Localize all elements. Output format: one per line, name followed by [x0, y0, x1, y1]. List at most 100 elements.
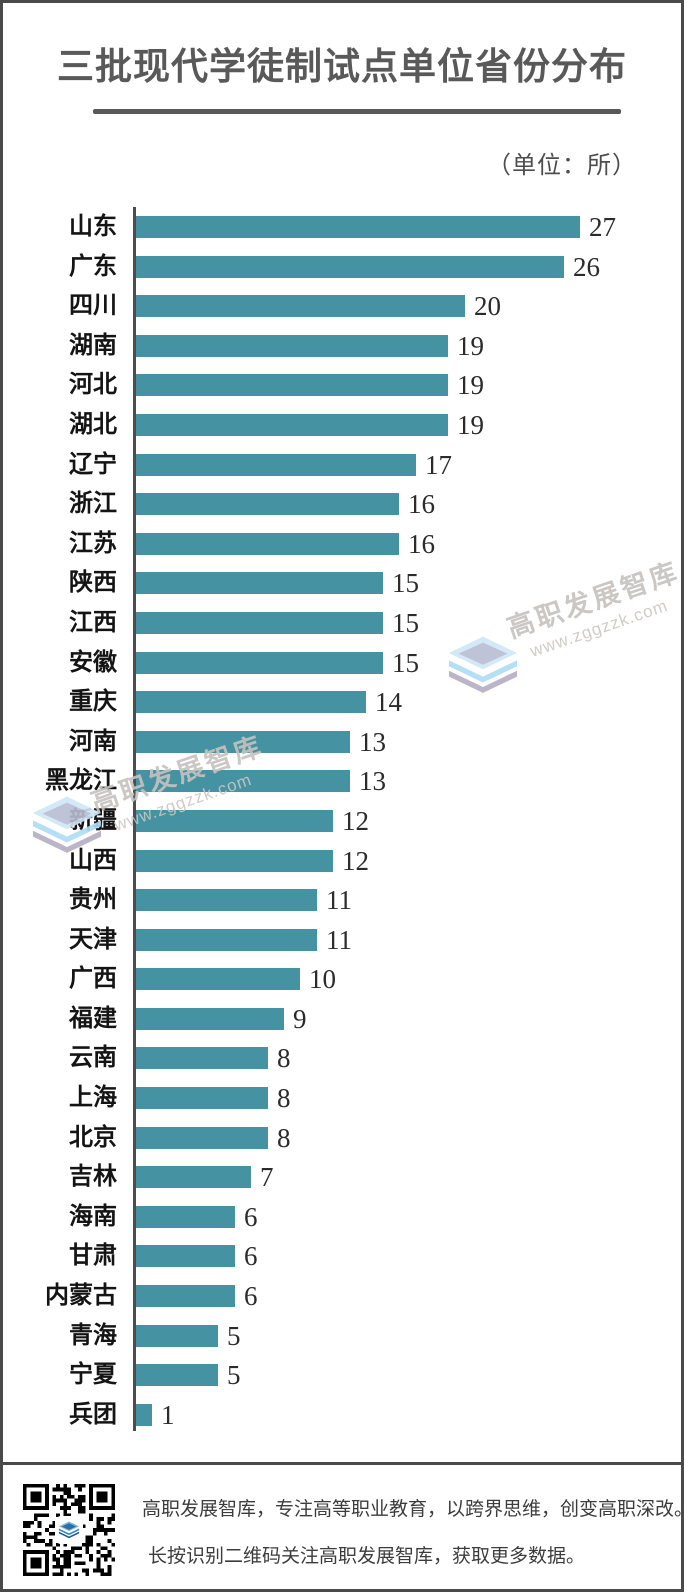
- category-label: 四川: [69, 293, 117, 320]
- value-label: 12: [342, 805, 369, 836]
- bar-row: 重庆 14: [3, 687, 681, 718]
- bar-row: 海南 6: [3, 1201, 681, 1232]
- bar: [136, 1047, 268, 1070]
- bar: [136, 889, 317, 912]
- value-label: 5: [227, 1360, 241, 1391]
- category-label: 兵团: [69, 1401, 117, 1428]
- category-label: 河南: [69, 728, 117, 755]
- bar: [136, 1403, 152, 1426]
- category-label: 甘肃: [69, 1243, 117, 1270]
- category-label: 海南: [69, 1203, 117, 1230]
- qr-center-logo-icon: [55, 1516, 83, 1544]
- bar-row: 广东 26: [3, 251, 681, 282]
- footer-instruction: 长按识别二维码关注高职发展智库，获取更多数据。: [148, 1546, 586, 1567]
- value-label: 7: [260, 1162, 274, 1193]
- category-label: 浙江: [69, 491, 117, 518]
- value-label: 8: [277, 1083, 291, 1114]
- category-label: 湖北: [69, 411, 117, 438]
- value-label: 9: [293, 1003, 307, 1034]
- value-label: 11: [326, 885, 352, 916]
- bar: [136, 1245, 235, 1268]
- bar-row: 青海 5: [3, 1320, 681, 1351]
- category-label: 安徽: [69, 649, 117, 676]
- category-label: 福建: [69, 1005, 117, 1032]
- category-label: 青海: [69, 1322, 117, 1349]
- bar-row: 安徽 15: [3, 647, 681, 678]
- value-label: 13: [359, 726, 386, 757]
- value-label: 5: [227, 1320, 241, 1351]
- value-label: 16: [408, 528, 435, 559]
- bar-row: 福建 9: [3, 1003, 681, 1034]
- bar-row: 黑龙江 13: [3, 766, 681, 797]
- bar: [136, 849, 333, 872]
- category-label: 上海: [69, 1085, 117, 1112]
- category-label: 黑龙江: [45, 768, 117, 795]
- value-label: 15: [392, 647, 419, 678]
- bar-row: 山东 27: [3, 214, 681, 241]
- value-label: 1: [161, 1399, 175, 1430]
- bar-row: 新疆 12: [3, 805, 681, 836]
- bar: [136, 453, 416, 476]
- bar-row: 湖南 19: [3, 330, 681, 361]
- value-label: 17: [425, 449, 452, 480]
- category-label: 内蒙古: [45, 1283, 117, 1310]
- footer: 高职发展智库，专注高等职业教育，以跨界思维，创变高职深改。 长按识别二维码关注高…: [3, 1465, 681, 1589]
- bar: [136, 730, 350, 753]
- value-label: 6: [244, 1201, 258, 1232]
- value-label: 19: [457, 409, 484, 440]
- bar-row: 内蒙古 6: [3, 1281, 681, 1312]
- bar: [136, 572, 383, 595]
- value-label: 26: [573, 251, 600, 282]
- value-label: 6: [244, 1241, 258, 1272]
- bar-row: 宁夏 5: [3, 1360, 681, 1391]
- bar-row: 云南 8: [3, 1043, 681, 1074]
- bar: [136, 295, 465, 318]
- value-label: 8: [277, 1043, 291, 1074]
- bar-row: 北京 8: [3, 1124, 681, 1151]
- bar-row: 江苏 16: [3, 528, 681, 559]
- bar: [136, 374, 448, 397]
- bar: [136, 928, 317, 951]
- bar-row: 辽宁 17: [3, 449, 681, 480]
- category-label: 北京: [69, 1124, 117, 1151]
- category-label: 湖南: [69, 332, 117, 359]
- bar: [136, 651, 383, 674]
- bar: [136, 1324, 218, 1347]
- page-title: 三批现代学徒制试点单位省份分布: [57, 46, 627, 87]
- bar: [136, 611, 383, 634]
- value-label: 12: [342, 845, 369, 876]
- y-axis-line: [133, 207, 136, 1431]
- bar: [136, 1364, 218, 1387]
- category-label: 陕西: [69, 570, 117, 597]
- unit-label: （单位：所）: [487, 152, 637, 179]
- bar-row: 河南 13: [3, 726, 681, 757]
- value-label: 14: [375, 687, 402, 718]
- bar-rows: 山东 27 广东 26 四川 20 湖南 19 河北 19 湖北 19 辽宁 17 浙江 16 江苏 16 陕西 15…: [3, 214, 681, 1443]
- bar-row: 陕西 15: [3, 570, 681, 597]
- category-label: 辽宁: [69, 451, 117, 478]
- category-label: 吉林: [69, 1164, 117, 1191]
- value-label: 6: [244, 1281, 258, 1312]
- value-label: 20: [474, 291, 501, 322]
- category-label: 云南: [69, 1045, 117, 1072]
- value-label: 10: [309, 964, 336, 995]
- category-label: 山西: [69, 847, 117, 874]
- category-label: 贵州: [69, 887, 117, 914]
- bar-row: 甘肃 6: [3, 1241, 681, 1272]
- bar: [136, 216, 580, 238]
- category-label: 新疆: [69, 807, 117, 834]
- bar-row: 天津 11: [3, 926, 681, 953]
- value-label: 13: [359, 766, 386, 797]
- bar-row: 江西 15: [3, 609, 681, 636]
- bar-row: 广西 10: [3, 964, 681, 995]
- bar: [136, 334, 448, 357]
- bar-row: 吉林 7: [3, 1162, 681, 1193]
- bar-row: 上海 8: [3, 1083, 681, 1114]
- bar: [136, 809, 333, 832]
- bar-row: 浙江 16: [3, 491, 681, 518]
- category-label: 江西: [69, 609, 117, 636]
- bar-row: 贵州 11: [3, 885, 681, 916]
- bar: [136, 1166, 251, 1189]
- value-label: 19: [457, 330, 484, 361]
- bar-row: 湖北 19: [3, 409, 681, 440]
